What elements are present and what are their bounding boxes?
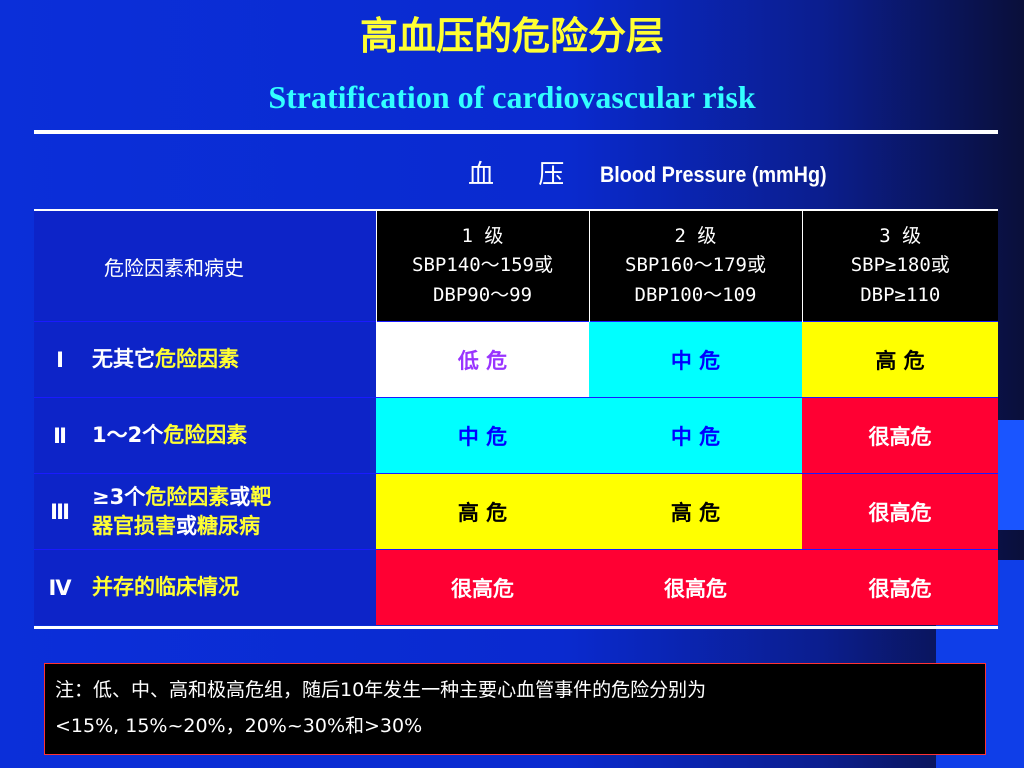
footnote-line-2: <15%, 15%~20%，20%~30%和>30% — [55, 715, 423, 738]
risk-cell: 低 危 — [376, 321, 589, 398]
grade-sbp: SBP140～159或 — [412, 254, 553, 277]
risk-cell: 中 危 — [589, 321, 802, 398]
grade-dbp: DBP100～109 — [634, 283, 757, 306]
table-row: Ⅲ ≥3个危险因素或靶 器官损害或糖尿病 高 危 高 危 很高危 — [34, 473, 998, 550]
table-bottom-divider — [34, 626, 998, 629]
risk-cell: 很高危 — [802, 549, 998, 625]
risk-cell: 很高危 — [589, 549, 802, 625]
risk-factor-description: 1～2个危险因素 — [86, 397, 376, 474]
risk-level: Ⅲ — [34, 473, 86, 550]
risk-cell: 高 危 — [802, 321, 998, 398]
slide-title-en: Stratification of cardiovascular risk — [268, 79, 756, 115]
bp-header-cn: 血 压 — [468, 160, 583, 190]
risk-cell: 很高危 — [802, 397, 998, 474]
grade-dbp: DBP≥110 — [860, 283, 941, 306]
decorative-panel — [998, 420, 1024, 530]
grade-label: 3 级 — [879, 224, 922, 247]
grade-1-header: 1 级 SBP140～159或 DBP90～99 — [375, 211, 589, 322]
header-divider — [34, 209, 998, 211]
risk-cell: 很高危 — [802, 473, 998, 550]
risk-level: Ⅳ — [34, 549, 86, 625]
risk-cell: 中 危 — [589, 397, 802, 474]
grade-dbp: DBP90～99 — [432, 283, 533, 306]
risk-factor-description: 无其它危险因素 — [86, 321, 376, 398]
blood-pressure-header: 血 压 Blood Pressure (mmHg) — [34, 134, 998, 208]
risk-cell: 中 危 — [376, 397, 589, 474]
risk-factor-description: ≥3个危险因素或靶 器官损害或糖尿病 — [86, 473, 376, 550]
risk-cell: 高 危 — [376, 473, 589, 550]
corner-label: 危险因素和病史 — [34, 211, 376, 322]
table-row: Ⅱ 1～2个危险因素 中 危 中 危 很高危 — [34, 397, 998, 474]
table-header-row: 危险因素和病史 1 级 SBP140～159或 DBP90～99 2 级 SBP… — [34, 211, 998, 322]
slide-title-cn: 高血压的危险分层 — [359, 14, 664, 58]
risk-factor-description: 并存的临床情况 — [86, 549, 376, 625]
risk-cell: 高 危 — [589, 473, 802, 550]
table-row: Ⅳ 并存的临床情况 很高危 很高危 很高危 — [34, 549, 998, 625]
risk-table: 危险因素和病史 1 级 SBP140～159或 DBP90～99 2 级 SBP… — [34, 211, 998, 625]
risk-level: Ⅱ — [34, 397, 86, 474]
grade-label: 2 级 — [674, 224, 717, 247]
table-row: Ⅰ 无其它危险因素 低 危 中 危 高 危 — [34, 321, 998, 398]
top-divider — [34, 130, 998, 134]
risk-cell: 很高危 — [376, 549, 589, 625]
bp-header-en: Blood Pressure (mmHg) — [600, 162, 827, 187]
grade-2-header: 2 级 SBP160～179或 DBP100～109 — [588, 211, 802, 322]
risk-level: Ⅰ — [34, 321, 86, 398]
footnote-line-1: 注：低、中、高和极高危组，随后10年发生一种主要心血管事件的危险分别为 — [55, 679, 707, 701]
grade-sbp: SBP≥180或 — [850, 254, 950, 277]
grade-label: 1 级 — [461, 224, 504, 247]
footnote-box: 注：低、中、高和极高危组，随后10年发生一种主要心血管事件的危险分别为 <15%… — [44, 663, 986, 755]
grade-sbp: SBP160～179或 — [625, 254, 766, 277]
grade-3-header: 3 级 SBP≥180或 DBP≥110 — [801, 211, 998, 322]
